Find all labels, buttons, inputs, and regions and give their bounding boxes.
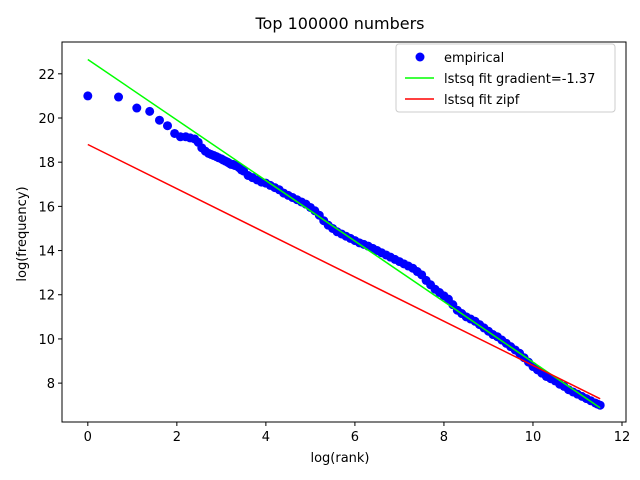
data-series: [83, 58, 605, 410]
legend-label: lstsq fit gradient=-1.37: [444, 72, 595, 87]
data-point: [162, 121, 172, 131]
y-tick-label: 16: [38, 200, 55, 215]
legend-label: lstsq fit zipf: [444, 93, 520, 108]
legend-marker-empirical: [415, 52, 425, 62]
axes-frame: [61, 41, 627, 423]
data-point: [83, 91, 93, 101]
legend-label: empirical: [444, 51, 504, 66]
y-axis-title: log(frequency): [15, 186, 30, 281]
y-tick-label: 14: [38, 245, 55, 260]
y-tick-label: 12: [38, 289, 55, 304]
legend-box: [395, 43, 616, 113]
data-point: [154, 115, 164, 125]
x-tick-label: 2: [173, 430, 181, 445]
data-point: [114, 92, 124, 102]
x-tick-label: 4: [262, 430, 270, 445]
chart-title: Top 100000 numbers: [254, 14, 424, 33]
legend: empirical lstsq fit gradient=-1.37 lstsq f…: [395, 43, 616, 113]
data-point: [132, 103, 142, 113]
data-point: [595, 400, 605, 410]
y-tick-label: 20: [38, 112, 55, 127]
series-line-1: [87, 58, 601, 409]
x-tick-label: 12: [614, 430, 631, 445]
x-tick-label: 0: [84, 430, 92, 445]
series-line-2: [87, 143, 601, 400]
y-tick-label: 18: [38, 156, 55, 171]
y-tick-label: 10: [38, 333, 55, 348]
x-tick-label: 10: [525, 430, 542, 445]
x-axis-title: log(rank): [310, 451, 369, 466]
y-tick-label: 8: [47, 377, 55, 392]
plot-area: 0 2 4 6 8 10 12 8 10 12 14 16 18 20 22: [38, 41, 631, 445]
x-tick-label: 8: [440, 430, 448, 445]
y-tick-label: 22: [38, 68, 55, 83]
x-tick-label: 6: [351, 430, 359, 445]
data-point: [145, 106, 155, 116]
